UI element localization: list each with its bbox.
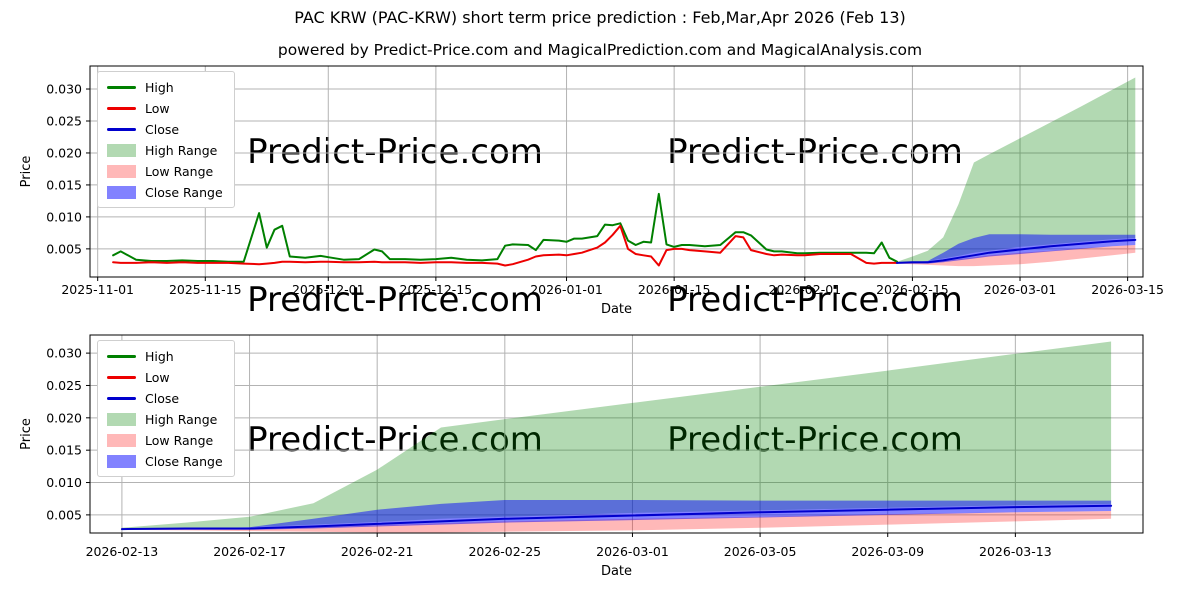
chart-subtitle: powered by Predict-Price.com and Magical… <box>277 41 923 59</box>
high-line <box>112 192 898 263</box>
chart-title: PAC KRW (PAC-KRW) short term price predi… <box>294 8 906 27</box>
y-tick-label: 0.015 <box>46 443 82 458</box>
x-tick-label: 2026-03-13 <box>979 544 1052 559</box>
x-axis-label: Date <box>601 564 632 579</box>
legend-line-swatch <box>107 375 136 379</box>
x-tick-label: 2025-11-01 <box>61 282 134 297</box>
y-tick-label: 0.025 <box>46 378 82 393</box>
x-tick-label: 2026-03-15 <box>1091 282 1164 297</box>
x-tick-label: 2026-01-15 <box>638 282 711 297</box>
x-tick-label: 2026-03-01 <box>596 544 669 559</box>
x-tick-label: 2026-02-21 <box>341 544 414 559</box>
plot-border <box>89 65 1144 278</box>
legend-label: Close <box>145 121 180 137</box>
y-tick-label: 0.010 <box>46 475 82 490</box>
legend-item-low-range: Low Range <box>107 163 223 179</box>
watermark-text: Predict-Price.com <box>667 280 963 320</box>
legend-label: High <box>145 79 174 95</box>
y-tick-label: 0.010 <box>46 209 82 224</box>
legend-item-close: Close <box>107 121 223 137</box>
y-tick-label: 0.030 <box>46 346 82 361</box>
watermark-text: Predict-Price.com <box>667 132 963 172</box>
low-range-band <box>121 511 1112 533</box>
legend-label: Close <box>145 390 180 406</box>
y-tick-label: 0.005 <box>46 241 82 256</box>
plot-border <box>89 334 1144 534</box>
legend-item-high: High <box>107 79 223 95</box>
y-axis-label: Price <box>19 156 34 188</box>
legend-patch-swatch <box>107 454 136 468</box>
x-tick-label: 2025-11-15 <box>169 282 242 297</box>
legend-top-chart: High Low Close High Range Low Range Close Ran… <box>97 71 235 208</box>
x-tick-label: 2026-02-17 <box>213 544 286 559</box>
legend-item-low: Low <box>107 100 223 116</box>
legend-item-low-range: Low Range <box>107 432 223 448</box>
x-axis-label: Date <box>601 302 632 317</box>
legend-label: Low Range <box>145 163 214 179</box>
y-tick-label: 0.020 <box>46 410 82 425</box>
legend-line-swatch <box>107 85 136 89</box>
watermark-text: Predict-Price.com <box>247 420 543 460</box>
legend-label: High <box>145 348 174 364</box>
legend-label: Low <box>145 369 170 385</box>
watermark-text: Predict-Price.com <box>667 420 963 460</box>
legend-patch-swatch <box>107 143 136 157</box>
y-tick-label: 0.005 <box>46 507 82 522</box>
legend-line-swatch <box>107 127 136 131</box>
legend-item-low: Low <box>107 369 223 385</box>
x-tick-label: 2026-03-01 <box>984 282 1057 297</box>
x-tick-label: 2025-12-01 <box>292 282 365 297</box>
legend-label: Close Range <box>145 453 223 469</box>
watermark-text: Predict-Price.com <box>247 280 543 320</box>
legend-label: Low Range <box>145 432 214 448</box>
legend-label: Low <box>145 100 170 116</box>
y-axis-label: Price <box>19 418 34 450</box>
legend-item-high-range: High Range <box>107 411 223 427</box>
legend-item-close-range: Close Range <box>107 184 223 200</box>
x-tick-label: 2026-02-15 <box>876 282 949 297</box>
x-tick-label: 2026-02-01 <box>768 282 841 297</box>
y-tick-label: 0.015 <box>46 177 82 192</box>
close-line <box>120 504 1113 531</box>
legend-patch-swatch <box>107 412 136 426</box>
legend-patch-swatch <box>107 164 136 178</box>
x-tick-label: 2026-02-13 <box>86 544 159 559</box>
close-range-band <box>121 500 1112 530</box>
x-tick-label: 2026-03-05 <box>724 544 797 559</box>
legend-line-swatch <box>107 354 136 358</box>
legend-label: High Range <box>145 411 218 427</box>
x-tick-label: 2026-02-25 <box>468 544 541 559</box>
legend-patch-swatch <box>107 433 136 447</box>
low-range-band <box>897 245 1136 267</box>
x-tick-label: 2026-03-09 <box>851 544 924 559</box>
legend-item-close: Close <box>107 390 223 406</box>
legend-item-close-range: Close Range <box>107 453 223 469</box>
legend-bottom-chart: High Low Close High Range Low Range Close Ran… <box>97 340 235 477</box>
legend-patch-swatch <box>107 185 136 199</box>
high-range-band <box>897 77 1136 263</box>
x-tick-label: 2025-12-15 <box>400 282 473 297</box>
watermark-text: Predict-Price.com <box>247 132 543 172</box>
high-range-band <box>121 341 1112 530</box>
legend-line-swatch <box>107 106 136 110</box>
close-line <box>896 238 1137 264</box>
y-tick-label: 0.030 <box>46 82 82 97</box>
legend-label: Close Range <box>145 184 223 200</box>
y-tick-label: 0.020 <box>46 145 82 160</box>
legend-line-swatch <box>107 396 136 400</box>
legend-label: High Range <box>145 142 218 158</box>
legend-item-high: High <box>107 348 223 364</box>
legend-item-high-range: High Range <box>107 142 223 158</box>
y-tick-label: 0.025 <box>46 113 82 128</box>
x-tick-label: 2026-01-01 <box>530 282 603 297</box>
low-line <box>112 224 898 267</box>
